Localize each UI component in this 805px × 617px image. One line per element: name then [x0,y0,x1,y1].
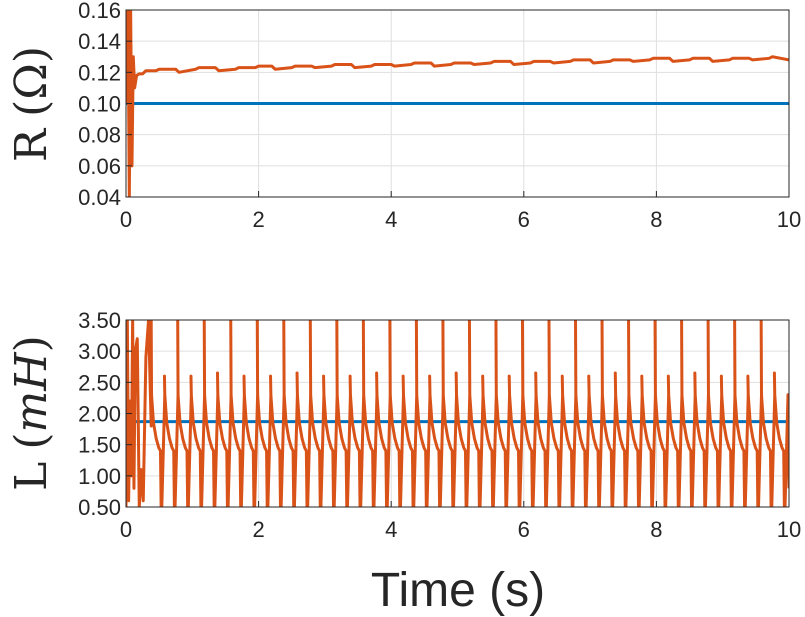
y-label-l-close-paren: ) [6,335,57,352]
y-axis-label-inductance: L (mH) [6,335,57,491]
y-tick-label: 0.10 [78,92,121,117]
y-label-l-unit: mH [6,351,57,433]
x-tick-label: 10 [777,207,801,232]
y-tick-label: 0.04 [78,185,121,210]
y-tick-label: 3.50 [78,308,121,333]
y-label-r-symbol: R [6,127,57,162]
y-tick-label: 0.08 [78,123,121,148]
series-inductance [126,320,789,507]
x-tick-label: 2 [252,207,264,232]
x-ticks-resistance: 0 2 4 6 8 10 [120,191,801,232]
y-tick-label: 3.00 [78,339,121,364]
y-tick-label: 2.50 [78,370,121,395]
x-tick-label: 6 [518,517,530,542]
panel-inductance: 0.50 1.00 1.50 2.00 2.50 3.00 3.50 0 2 4 6 8 10 L (m… [6,308,801,542]
estimate-line [126,10,789,197]
y-tick-label: 0.06 [78,154,121,179]
y-tick-label: 0.14 [78,29,121,54]
x-tick-label: 0 [120,517,132,542]
x-ticks-inductance: 0 2 4 6 8 10 [120,501,801,542]
x-tick-label: 8 [650,207,662,232]
x-tick-label: 8 [650,517,662,542]
y-ticks-inductance: 0.50 1.00 1.50 2.00 2.50 3.00 3.50 [78,308,132,520]
x-tick-label: 6 [518,207,530,232]
y-ticks-resistance: 0.04 0.06 0.08 0.10 0.12 0.14 0.16 [78,0,132,210]
y-label-l-open-paren: ( [6,432,57,449]
y-label-r-unit: (Ω) [6,46,57,117]
y-tick-label: 1.50 [78,433,121,458]
x-tick-label: 4 [385,207,397,232]
estimate-line [126,320,789,507]
x-tick-label: 2 [252,517,264,542]
y-tick-label: 2.00 [78,402,121,427]
x-tick-label: 10 [777,517,801,542]
x-axis-label: Time (s) [371,564,545,617]
y-tick-label: 0.50 [78,495,121,520]
y-tick-label: 0.16 [78,0,121,23]
y-label-l-symbol: L [6,462,57,491]
x-tick-label: 4 [385,517,397,542]
x-tick-label: 0 [120,207,132,232]
y-tick-label: 1.00 [78,464,121,489]
y-tick-label: 0.12 [78,60,121,85]
series-resistance [126,10,789,197]
panel-resistance: 0.04 0.06 0.08 0.10 0.12 0.14 0.16 0 2 4 6 8 10 R (Ω… [6,0,801,232]
y-axis-label-resistance: R (Ω) [6,46,57,162]
